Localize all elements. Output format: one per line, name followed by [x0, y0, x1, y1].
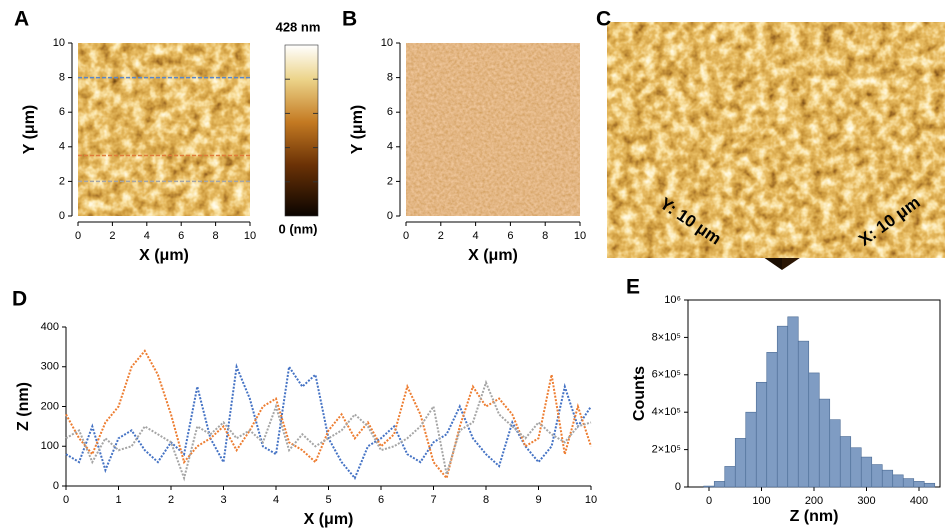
histogram-bar [745, 411, 757, 488]
y-tick-label: 0 [59, 210, 65, 222]
panel-label: B [342, 8, 357, 31]
y-axis-label: Y (μm) [21, 105, 38, 155]
surface-side [782, 148, 945, 270]
histogram-bar [724, 466, 736, 488]
colorbar [284, 44, 319, 217]
y-tick-label: 0 [387, 210, 393, 222]
y-tick-label: 6 [387, 106, 393, 118]
x-tick-label: 10 [585, 494, 597, 506]
x-tick-label: 4 [473, 230, 479, 242]
x-tick-label: 1 [115, 494, 121, 506]
histogram-bar [860, 456, 873, 488]
x-tick-label: 4 [273, 494, 279, 506]
x-tick-label: 8 [213, 230, 219, 242]
x-tick-label: 3 [220, 494, 226, 506]
x-tick-label: 0 [403, 230, 409, 242]
y-tick-label: 8 [59, 72, 65, 84]
colorbar-min-label: 0 (nm) [279, 221, 318, 236]
x-tick-label: 8 [483, 494, 489, 506]
x-axis-label: X (μm) [304, 511, 354, 528]
histogram-bar [797, 340, 810, 488]
x-tick-label: 6 [178, 230, 184, 242]
x-tick-label: 400 [910, 495, 928, 507]
histogram-bar [808, 372, 820, 488]
x-tick-label: 0 [75, 230, 81, 242]
x-axis-label: X (μm) [468, 247, 518, 264]
y-tick-label: 300 [41, 361, 59, 373]
x-tick-label: 10 [574, 230, 586, 242]
x-tick-label: 6 [507, 230, 513, 242]
y-axis-label: Counts [631, 366, 648, 421]
x-axis-label: Z (nm) [790, 508, 839, 525]
surface-side [607, 138, 782, 270]
histogram-bar [734, 438, 747, 488]
histogram-bar [766, 352, 778, 488]
y-tick-label: 10⁶ [664, 294, 681, 306]
y-tick-label: 10 [381, 37, 393, 49]
y-tick-label: 0 [675, 481, 681, 493]
profile-series [65, 363, 592, 481]
histogram-bar [776, 325, 789, 488]
histogram-bar [703, 485, 715, 488]
x-tick-label: 9 [535, 494, 541, 506]
x-tick-label: 6 [378, 494, 384, 506]
x-tick-label: 4 [144, 230, 150, 242]
x-tick-label: 300 [857, 495, 875, 507]
histogram-bar [818, 398, 831, 488]
histogram-bar [892, 474, 904, 488]
y-tick-label: 200 [41, 400, 59, 412]
afm-image [78, 43, 250, 216]
y-tick-label: 6 [59, 106, 65, 118]
x-tick-label: 2 [168, 494, 174, 506]
panel-label: C [596, 8, 611, 31]
panel-label: E [626, 276, 640, 299]
histogram-bar [787, 316, 799, 488]
profile-series [65, 349, 592, 481]
x-tick-label: 200 [805, 495, 823, 507]
x-tick-label: 0 [63, 494, 69, 506]
x-axis-label: X (μm) [139, 247, 189, 264]
afm-image [406, 43, 580, 216]
y-tick-label: 4×10⁵ [652, 406, 681, 418]
histogram-bar [829, 419, 841, 488]
y-tick-label: 100 [41, 440, 59, 452]
y-tick-label: 0 [53, 480, 59, 492]
histogram-bar [850, 447, 862, 488]
x-tick-label: 2 [438, 230, 444, 242]
histogram-bar [923, 482, 936, 488]
x-tick-label: 2 [109, 230, 115, 242]
x-tick-label: 0 [706, 495, 712, 507]
histogram-bar [913, 481, 925, 488]
y-tick-label: 8×10⁵ [652, 331, 681, 343]
histogram-bar [839, 436, 852, 488]
colorbar-max-label: 428 nm [276, 19, 321, 34]
y-tick-label: 8 [387, 72, 393, 84]
y-tick-label: 2 [387, 175, 393, 187]
y-tick-label: 6×10⁵ [652, 369, 681, 381]
y-axis-label: Y (μm) [349, 105, 366, 155]
x-tick-label: 5 [325, 494, 331, 506]
panel-label: D [12, 288, 27, 311]
y-tick-label: 10 [53, 37, 65, 49]
histogram-bar [902, 478, 915, 488]
x-tick-label: 100 [752, 495, 770, 507]
y-tick-label: 400 [41, 321, 59, 333]
histogram-bar [713, 481, 726, 488]
surface-top [607, 22, 945, 258]
y-tick-label: 2×10⁵ [652, 444, 681, 456]
histogram-bar [755, 381, 768, 488]
x-tick-label: 7 [430, 494, 436, 506]
y-tick-label: 4 [59, 141, 65, 153]
histogram-bar [881, 469, 894, 488]
x-tick-label: 8 [542, 230, 548, 242]
y-tick-label: 2 [59, 175, 65, 187]
y-tick-label: 4 [387, 141, 393, 153]
histogram-bar [871, 464, 883, 488]
x-tick-label: 10 [244, 230, 256, 242]
panel-label: A [14, 8, 29, 31]
y-axis-label: Z (nm) [15, 382, 32, 431]
